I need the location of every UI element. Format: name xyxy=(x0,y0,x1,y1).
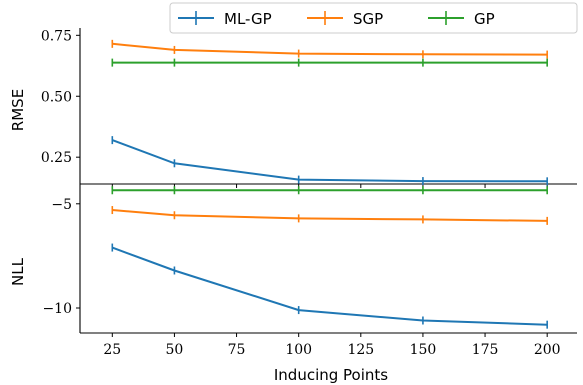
legend-item-ml-gp: ML-GP xyxy=(178,10,272,28)
x-tick-label: 100 xyxy=(285,342,312,358)
x-tick-label: 125 xyxy=(347,342,374,358)
nll-axis-title: NLL xyxy=(9,257,27,286)
rmse-y-tick-label: 0.75 xyxy=(41,28,72,44)
nll-y-tick-label: −10 xyxy=(42,301,72,317)
legend-label-ml-gp: ML-GP xyxy=(224,10,272,28)
nll-panel: −5 −10 25 50 75 100 125 150 175 200 xyxy=(42,184,577,358)
nll-y-tick-label: −5 xyxy=(51,197,72,213)
rmse-panel: 0.25 0.50 0.75 xyxy=(41,28,577,188)
legend-item-sgp: SGP xyxy=(307,10,383,28)
rmse-ml-gp-line xyxy=(111,139,548,183)
x-tick-label: 50 xyxy=(166,342,184,358)
legend-label-sgp: SGP xyxy=(353,10,383,28)
legend-item-gp: GP xyxy=(428,10,495,28)
x-tick-label: 200 xyxy=(534,342,561,358)
rmse-y-tick-label: 0.50 xyxy=(41,89,72,105)
rmse-y-tick-label: 0.25 xyxy=(41,150,72,166)
x-tick-label: 25 xyxy=(103,342,121,358)
x-tick-label: 150 xyxy=(410,342,437,358)
legend-label-gp: GP xyxy=(474,10,495,28)
legend: ML-GP SGP GP xyxy=(169,2,578,34)
x-tick-label: 75 xyxy=(228,342,246,358)
legend-frame xyxy=(169,2,578,34)
nll-ml-gp-line xyxy=(111,246,548,326)
rmse-axis-title: RMSE xyxy=(9,89,27,131)
rmse-sgp-line xyxy=(112,42,548,56)
x-axis-title: Inducing Points xyxy=(274,366,388,384)
x-tick-label: 175 xyxy=(472,342,499,358)
nll-sgp-line xyxy=(112,209,548,222)
